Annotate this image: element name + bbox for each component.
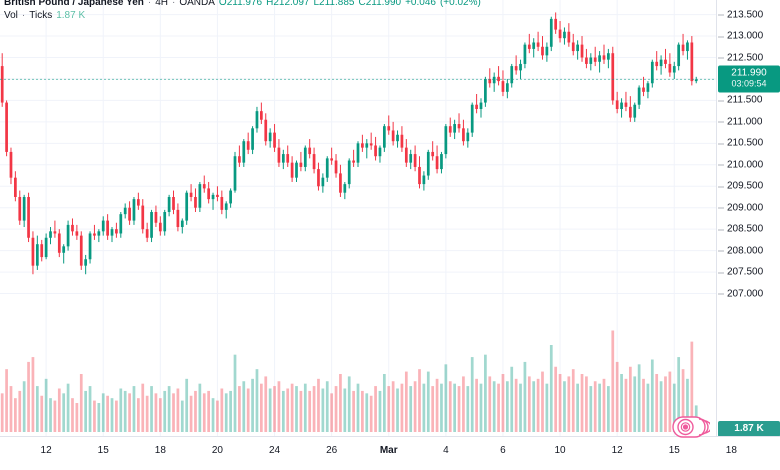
price-tick-dash (718, 100, 724, 102)
price-axis-tick: 207.000 (717, 288, 780, 299)
price-tick-dash (718, 229, 724, 231)
price-tick-dash (718, 293, 724, 295)
time-axis-tick: 18 (725, 445, 737, 456)
price-tick-dash (718, 143, 724, 145)
price-axis-tick: 213.000 (717, 31, 780, 42)
time-axis-tick: 15 (668, 445, 680, 456)
price-axis-tick: 211.000 (717, 116, 780, 127)
price-axis-tick: 210.000 (717, 159, 780, 170)
time-axis-tick: 24 (268, 445, 281, 456)
price-axis-tick: 213.500 (717, 9, 780, 20)
time-axis-tick: 26 (326, 445, 338, 456)
time-axis-tick: 6 (500, 445, 506, 456)
time-axis-tick: 15 (97, 445, 109, 456)
time-axis-tick: 10 (554, 445, 566, 456)
price-tick-dash (718, 272, 724, 274)
price-tick-dash (718, 36, 724, 38)
time-axis[interactable]: 121518202426Mar461012151820 (0, 436, 780, 470)
price-axis-tick: 208.500 (717, 224, 780, 235)
volume-value-badge[interactable]: 1.87 K (718, 421, 780, 437)
bar-countdown: 03:09:54 (731, 78, 767, 89)
price-tick-dash (718, 207, 724, 209)
time-axis-tick: 4 (443, 445, 449, 456)
time-axis-tick: 12 (611, 445, 623, 456)
price-axis[interactable]: 213.500213.000212.500212.000211.500211.0… (716, 0, 780, 437)
price-tick-dash (718, 250, 724, 252)
price-axis-tick: 209.500 (717, 181, 780, 192)
price-axis-tick: 208.000 (717, 245, 780, 256)
candlestick-svg (0, 0, 716, 436)
time-axis-tick: 18 (154, 445, 166, 456)
time-axis-tick: Mar (379, 445, 398, 456)
price-tick-dash (718, 121, 724, 123)
price-tick-dash (718, 57, 724, 59)
price-axis-tick: 212.500 (717, 52, 780, 63)
current-price-value: 211.990 (731, 67, 767, 79)
time-axis-tick: 12 (40, 445, 52, 456)
price-axis-tick: 209.000 (717, 202, 780, 213)
price-tick-dash (718, 164, 724, 166)
replay-record-icon[interactable] (672, 414, 713, 440)
price-tick-dash (718, 14, 724, 16)
price-axis-tick: 207.500 (717, 267, 780, 278)
price-axis-tick: 211.500 (717, 95, 780, 106)
price-chart-plot[interactable] (0, 0, 716, 436)
price-tick-dash (718, 186, 724, 188)
price-axis-tick: 210.500 (717, 138, 780, 149)
current-price-badge[interactable]: 211.990 03:09:54 (718, 65, 780, 93)
time-axis-tick: 20 (211, 445, 223, 456)
